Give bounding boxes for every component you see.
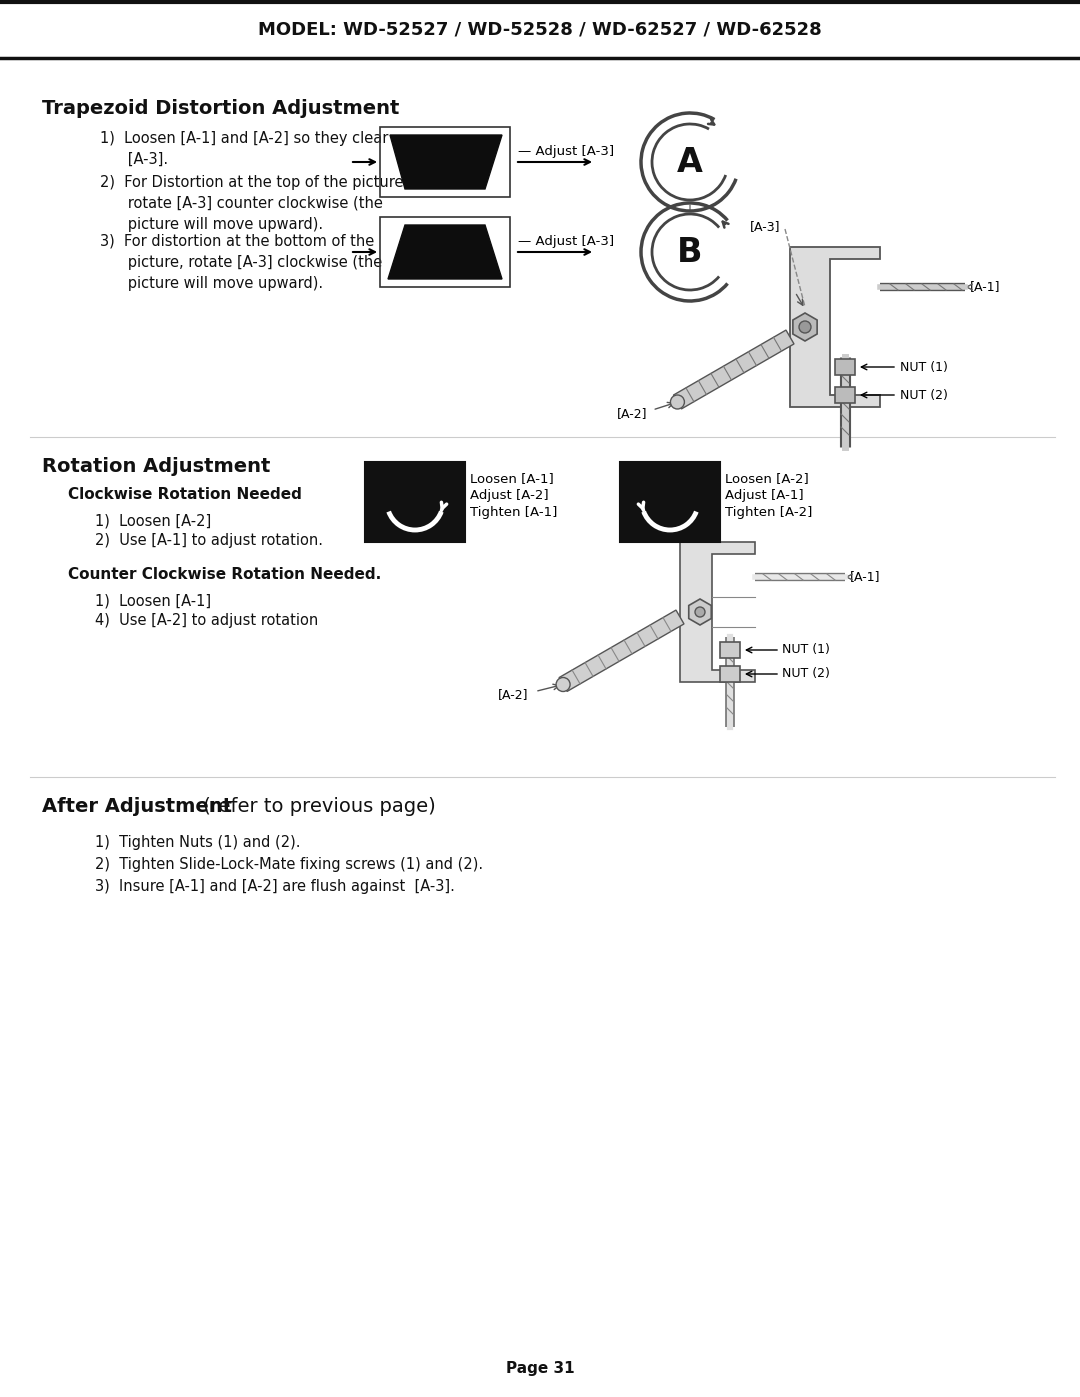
Text: Adjust [A-1]: Adjust [A-1] — [725, 489, 804, 502]
Text: 4)  Use [A-2] to adjust rotation: 4) Use [A-2] to adjust rotation — [95, 613, 319, 629]
Text: [A-2]: [A-2] — [498, 687, 528, 701]
Text: Page 31: Page 31 — [505, 1362, 575, 1376]
Text: 1)  Tighten Nuts (1) and (2).: 1) Tighten Nuts (1) and (2). — [95, 835, 300, 849]
Text: 1)  Loosen [A-1]: 1) Loosen [A-1] — [95, 592, 211, 608]
Bar — [620, 462, 720, 542]
Polygon shape — [793, 313, 818, 341]
Text: B: B — [677, 236, 703, 268]
Polygon shape — [680, 542, 755, 682]
Polygon shape — [689, 599, 712, 624]
Text: NUT (2): NUT (2) — [900, 388, 948, 401]
Text: Rotation Adjustment: Rotation Adjustment — [42, 457, 270, 476]
Text: 3)  For distortion at the bottom of the
      picture, rotate [A-3] clockwise (t: 3) For distortion at the bottom of the p… — [100, 235, 382, 291]
Text: [A-1]: [A-1] — [850, 570, 880, 584]
Bar — [720, 666, 740, 682]
Text: MODEL: WD-52527 / WD-52528 / WD-62527 / WD-62528: MODEL: WD-52527 / WD-52528 / WD-62527 / … — [258, 21, 822, 39]
Text: Tighten [A-2]: Tighten [A-2] — [725, 506, 812, 520]
Bar — [380, 217, 510, 286]
Text: (refer to previous page): (refer to previous page) — [197, 798, 435, 816]
Text: [A-1]: [A-1] — [970, 281, 1000, 293]
Text: NUT (1): NUT (1) — [900, 360, 948, 373]
Text: NUT (2): NUT (2) — [782, 668, 829, 680]
Bar — [835, 359, 855, 374]
Text: [A-3]: [A-3] — [750, 221, 781, 233]
Text: 3)  Insure [A-1] and [A-2] are flush against  [A-3].: 3) Insure [A-1] and [A-2] are flush agai… — [95, 879, 455, 894]
Bar — [380, 127, 510, 197]
Text: 2)  Tighten Slide-Lock-Mate fixing screws (1) and (2).: 2) Tighten Slide-Lock-Mate fixing screws… — [95, 856, 483, 872]
Text: Loosen [A-1]: Loosen [A-1] — [470, 472, 554, 485]
Polygon shape — [388, 225, 502, 279]
Circle shape — [696, 608, 705, 617]
Polygon shape — [674, 330, 794, 409]
Polygon shape — [390, 136, 502, 189]
Circle shape — [799, 321, 811, 332]
Text: Clockwise Rotation Needed: Clockwise Rotation Needed — [68, 488, 302, 502]
Text: Counter Clockwise Rotation Needed.: Counter Clockwise Rotation Needed. — [68, 567, 381, 583]
Text: Loosen [A-2]: Loosen [A-2] — [725, 472, 809, 485]
Text: 2)  For Distortion at the top of the picture,
      rotate [A-3] counter clockwi: 2) For Distortion at the top of the pict… — [100, 175, 408, 232]
Circle shape — [671, 395, 685, 409]
Text: Adjust [A-2]: Adjust [A-2] — [470, 489, 549, 502]
Text: Trapezoid Distortion Adjustment: Trapezoid Distortion Adjustment — [42, 99, 400, 117]
Bar — [720, 643, 740, 658]
Text: 1)  Loosen [A-2]: 1) Loosen [A-2] — [95, 513, 212, 528]
Text: After Adjustment: After Adjustment — [42, 798, 232, 816]
Text: — Adjust [A-3]: — Adjust [A-3] — [518, 145, 615, 158]
Text: NUT (1): NUT (1) — [782, 644, 829, 657]
Text: A: A — [677, 145, 703, 179]
Text: Tighten [A-1]: Tighten [A-1] — [470, 506, 557, 520]
Text: 2)  Use [A-1] to adjust rotation.: 2) Use [A-1] to adjust rotation. — [95, 534, 323, 548]
Text: 1)  Loosen [A-1] and [A-2] so they clear
      [A-3].: 1) Loosen [A-1] and [A-2] so they clear … — [100, 131, 389, 168]
Bar — [835, 387, 855, 402]
Polygon shape — [559, 610, 684, 692]
Circle shape — [556, 678, 570, 692]
Text: [A-2]: [A-2] — [617, 408, 647, 420]
Bar — [365, 462, 465, 542]
Text: — Adjust [A-3]: — Adjust [A-3] — [518, 235, 615, 249]
Polygon shape — [789, 247, 880, 407]
